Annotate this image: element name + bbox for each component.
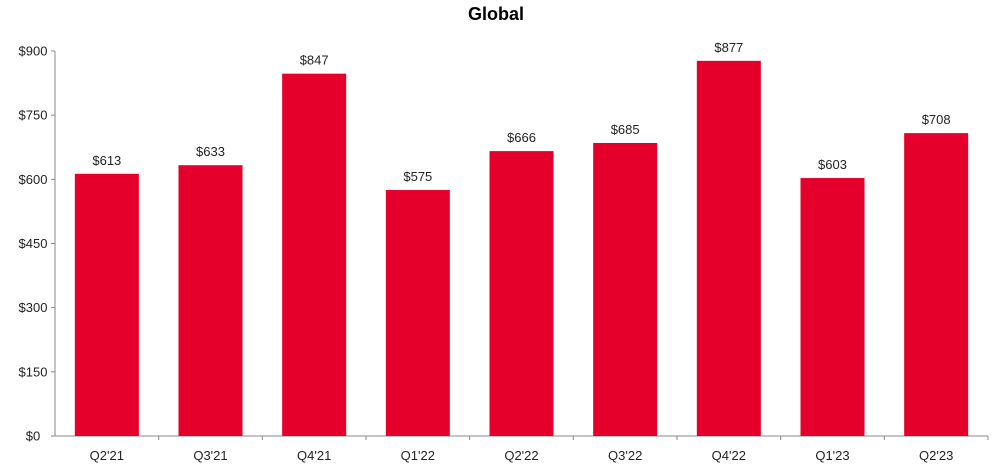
x-tick-label: Q2'22 bbox=[504, 448, 538, 463]
bar-value-label: $666 bbox=[507, 130, 536, 145]
y-tick-label: $900 bbox=[19, 44, 48, 59]
y-axis: $0 $150 $300 $450 $600 $750 $900 bbox=[19, 44, 56, 444]
bar-value-label: $633 bbox=[196, 144, 225, 159]
y-tick-label: $0 bbox=[26, 429, 40, 444]
x-tick-label: Q1'23 bbox=[815, 448, 849, 463]
bar bbox=[282, 73, 347, 436]
x-tick-label: Q3'22 bbox=[608, 448, 642, 463]
bar bbox=[74, 173, 139, 436]
y-tick-label: $600 bbox=[19, 172, 48, 187]
bar bbox=[489, 151, 554, 436]
bar bbox=[800, 178, 865, 437]
bar-value-label: $613 bbox=[92, 153, 121, 168]
x-tick-label: Q3'21 bbox=[193, 448, 227, 463]
bar-value-label: $603 bbox=[818, 157, 847, 172]
x-tick-label: Q1'22 bbox=[401, 448, 435, 463]
x-axis: Q2'21 Q3'21 Q4'21 Q1'22 Q2'22 Q3'22 Q4'22 Q1'23… bbox=[55, 435, 989, 463]
chart-title: Global bbox=[468, 4, 524, 24]
bar-value-label: $708 bbox=[922, 112, 951, 127]
x-tick-label: Q2'23 bbox=[919, 448, 953, 463]
x-tick-label: Q4'21 bbox=[297, 448, 331, 463]
bar bbox=[904, 133, 969, 436]
y-tick-label: $750 bbox=[19, 108, 48, 123]
bar bbox=[593, 142, 658, 436]
x-tick-label: Q4'22 bbox=[712, 448, 746, 463]
bar bbox=[178, 165, 243, 436]
y-tick-label: $150 bbox=[19, 364, 48, 379]
y-tick-label: $450 bbox=[19, 236, 48, 251]
bar bbox=[385, 190, 450, 436]
x-tick-label: Q2'21 bbox=[90, 448, 124, 463]
bar-value-label: $847 bbox=[300, 53, 329, 68]
y-tick-label: $300 bbox=[19, 300, 48, 315]
bar-series: $613 $633 $847 $575 $666 $685 $877 $603 $708 bbox=[74, 40, 969, 437]
bar-value-label: $575 bbox=[403, 169, 432, 184]
bar bbox=[696, 60, 761, 436]
bar-value-label: $685 bbox=[611, 122, 640, 137]
bar-value-label: $877 bbox=[714, 40, 743, 55]
